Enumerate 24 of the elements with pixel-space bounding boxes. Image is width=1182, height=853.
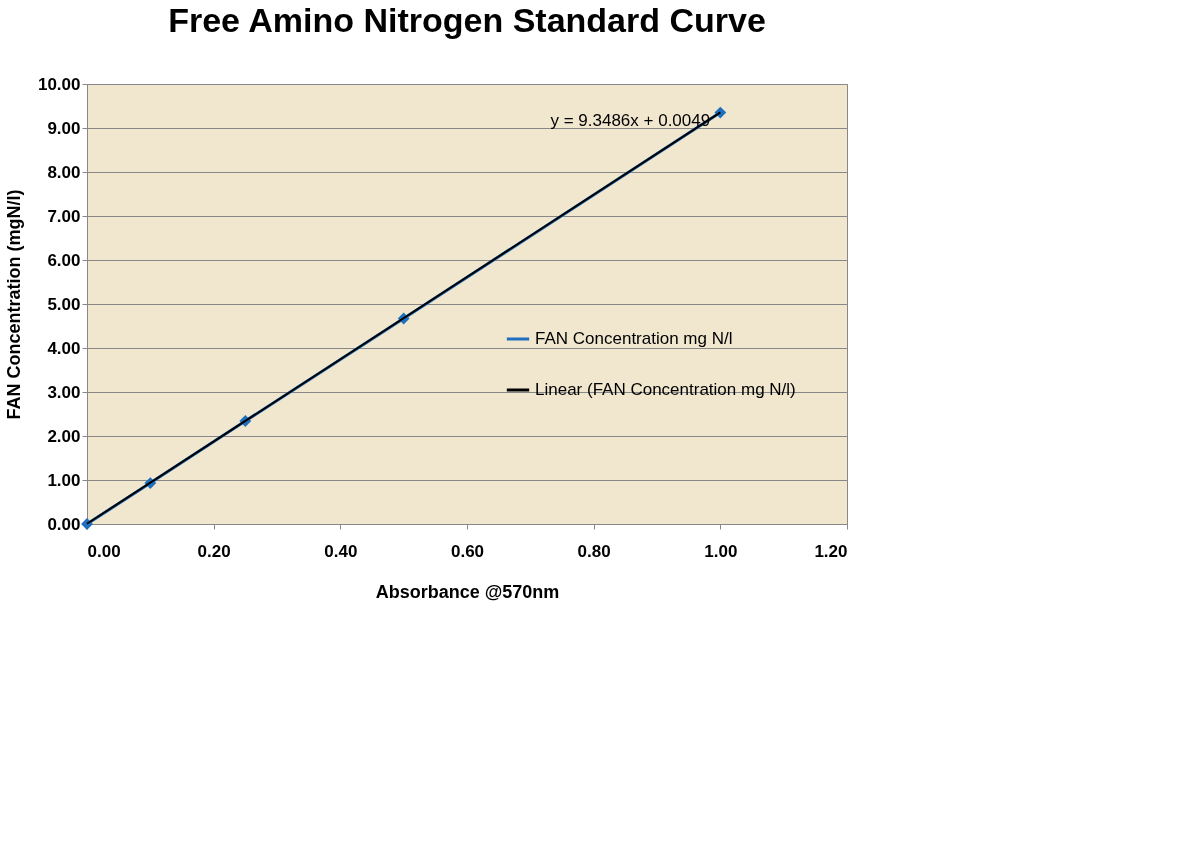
- x-tick-label: 0.40: [324, 541, 358, 561]
- y-tick-label: 9.00: [47, 118, 81, 138]
- y-axis-title: FAN Concentration (mgN/l): [3, 189, 24, 420]
- y-tick-label: 4.00: [47, 338, 81, 358]
- y-tick-label: 8.00: [47, 162, 81, 182]
- x-tick-label: 0.80: [577, 541, 611, 561]
- y-tick-label: 0.00: [47, 514, 81, 534]
- legend-label: Linear (FAN Concentration mg N/l): [535, 380, 796, 399]
- chart-title: Free Amino Nitrogen Standard Curve: [168, 1, 766, 39]
- y-tick-label: 10.00: [37, 74, 81, 94]
- legend-label: FAN Concentration mg N/l: [535, 329, 733, 348]
- y-tick-label: 5.00: [47, 294, 81, 314]
- y-tick-label: 1.00: [47, 470, 81, 490]
- y-tick-label: 6.00: [47, 250, 81, 270]
- x-axis-title: Absorbance @570nm: [375, 581, 560, 602]
- x-tick-label: 1.00: [704, 541, 738, 561]
- y-tick-label: 3.00: [47, 382, 81, 402]
- annotation: y = 9.3486x + 0.0049: [550, 111, 711, 131]
- x-tick-label: 0.20: [197, 541, 231, 561]
- y-tick-label: 7.00: [47, 206, 81, 226]
- x-tick-label: 0.00: [87, 541, 121, 561]
- x-tick-label: 1.20: [814, 541, 848, 561]
- y-tick-label: 2.00: [47, 426, 81, 446]
- x-tick-label: 0.60: [450, 541, 485, 561]
